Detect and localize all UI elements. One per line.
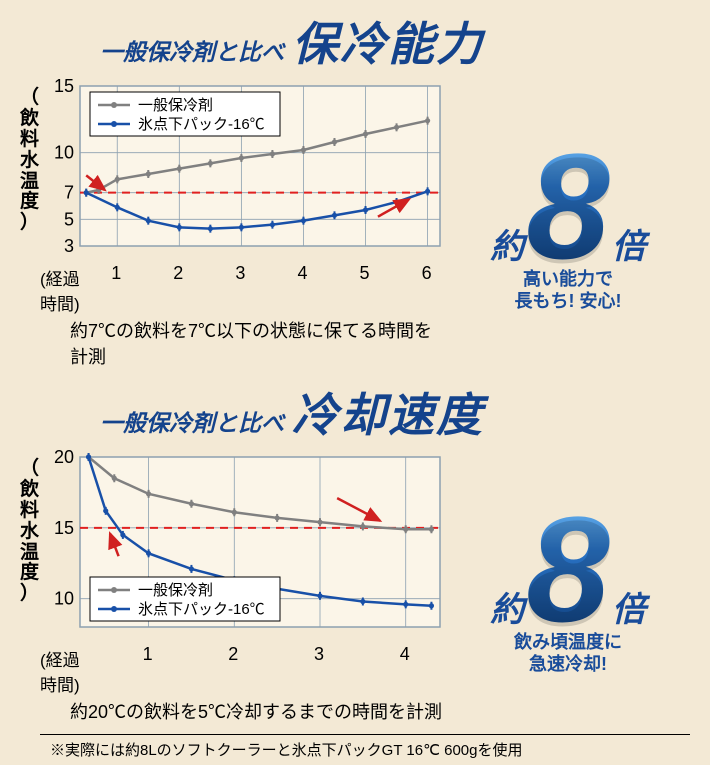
- title-row-1: 一般保冷剤と比べ 保冷能力: [40, 8, 690, 74]
- svg-text:7: 7: [64, 183, 74, 203]
- svg-text:15: 15: [54, 78, 74, 96]
- svg-text:10: 10: [54, 143, 74, 163]
- svg-text:氷点下パック-16℃: 氷点下パック-16℃: [138, 116, 265, 133]
- caption-2-l2: 急速冷却!: [514, 653, 622, 676]
- y-label-1: （飲料水温度）: [20, 88, 40, 234]
- bai-2: 倍: [612, 595, 646, 626]
- svg-text:氷点下パック-16℃: 氷点下パック-16℃: [138, 601, 265, 618]
- svg-text:一般保冷剤: 一般保冷剤: [138, 582, 213, 599]
- chart-2: （飲料水温度） 101520一般保冷剤氷点下パック-16℃ (経過時間)1234…: [40, 449, 446, 724]
- caption-1-l1: 高い能力で: [515, 268, 622, 291]
- caption-1: 高い能力で 長もち! 安心!: [515, 268, 622, 313]
- approx-1: 約: [490, 232, 524, 263]
- big-number-2: 約 8 倍 飲み頃温度に 急速冷却!: [446, 449, 690, 724]
- caption-2-l1: 飲み頃温度に: [514, 631, 622, 654]
- svg-text:20: 20: [54, 449, 74, 467]
- panel-cooling-capacity: 一般保冷剤と比べ 保冷能力 （飲料水温度） 3571015一般保冷剤氷点下パック…: [40, 8, 690, 369]
- bai-1: 倍: [612, 232, 646, 263]
- caption-2: 飲み頃温度に 急速冷却!: [514, 631, 622, 676]
- page: 一般保冷剤と比べ 保冷能力 （飲料水温度） 3571015一般保冷剤氷点下パック…: [15, 0, 695, 765]
- svg-text:10: 10: [54, 589, 74, 609]
- digit-2: 8: [526, 502, 609, 637]
- measure-note-2: 約20℃の飲料を5℃冷却するまでの時間を計測: [40, 698, 446, 724]
- maintitle-2: 冷却速度: [292, 379, 484, 445]
- x-row-2: (経過時間)1234: [40, 644, 446, 696]
- svg-text:3: 3: [64, 236, 74, 256]
- chart-1: （飲料水温度） 3571015一般保冷剤氷点下パック-16℃ (経過時間)123…: [40, 78, 446, 369]
- title-row-2: 一般保冷剤と比べ 冷却速度: [40, 379, 690, 445]
- measure-note-1: 約7℃の飲料を7℃以下の状態に保てる時間を計測: [40, 317, 446, 369]
- big-number-1: 約 8 倍 高い能力で 長もち! 安心!: [446, 78, 690, 369]
- svg-text:5: 5: [64, 209, 74, 229]
- digit-1: 8: [526, 139, 609, 274]
- panel-cooling-speed: 一般保冷剤と比べ 冷却速度 （飲料水温度） 101520一般保冷剤氷点下パック-…: [40, 379, 690, 724]
- svg-text:15: 15: [54, 518, 74, 538]
- footer-note: ※実際には約8Lのソフトクーラーと氷点下パックGT 16℃ 600gを使用: [40, 734, 690, 760]
- subtitle-2: 一般保冷剤と比べ: [100, 404, 284, 438]
- y-label-2: （飲料水温度）: [20, 459, 40, 605]
- caption-1-l2: 長もち! 安心!: [515, 290, 622, 313]
- svg-text:一般保冷剤: 一般保冷剤: [138, 97, 213, 114]
- subtitle-1: 一般保冷剤と比べ: [100, 33, 284, 67]
- x-row-1: (経過時間)123456: [40, 263, 446, 315]
- approx-2: 約: [490, 595, 524, 626]
- maintitle-1: 保冷能力: [292, 8, 484, 74]
